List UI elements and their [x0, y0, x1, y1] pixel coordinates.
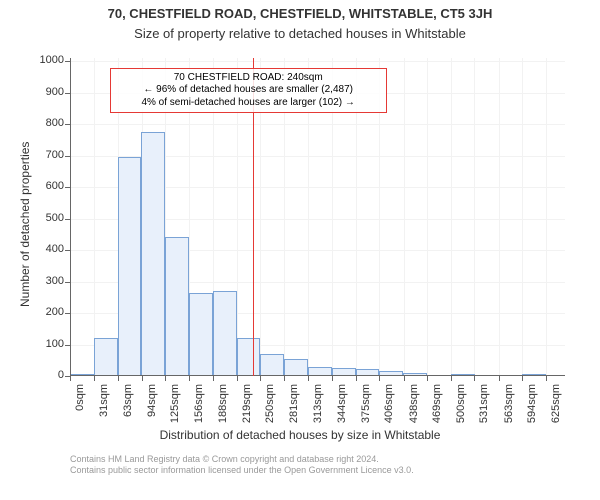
x-tick-mark — [284, 376, 285, 381]
footer-line-1: Contains HM Land Registry data © Crown c… — [70, 454, 414, 465]
y-tick-label: 200 — [30, 306, 64, 318]
histogram-bar — [213, 291, 237, 376]
page-title-address: 70, CHESTFIELD ROAD, CHESTFIELD, WHITSTA… — [0, 6, 600, 21]
x-tick-mark — [142, 376, 143, 381]
x-tick-mark — [499, 376, 500, 381]
x-tick-mark — [427, 376, 428, 381]
x-tick-mark — [70, 376, 71, 381]
gridline-vertical — [474, 58, 475, 376]
x-tick-label: 0sqm — [74, 384, 86, 424]
x-tick-mark — [379, 376, 380, 381]
x-tick-label: 500sqm — [455, 384, 467, 424]
y-tick-label: 500 — [30, 212, 64, 224]
histogram-plot-area: 70 CHESTFIELD ROAD: 240sqm← 96% of detac… — [70, 58, 565, 376]
gridline-vertical — [94, 58, 95, 376]
x-tick-mark — [474, 376, 475, 381]
y-tick-label: 800 — [30, 117, 64, 129]
x-tick-label: 63sqm — [122, 384, 134, 424]
gridline-vertical — [404, 58, 405, 376]
x-tick-label: 438sqm — [408, 384, 420, 424]
x-tick-mark — [213, 376, 214, 381]
x-tick-mark — [332, 376, 333, 381]
x-tick-mark — [546, 376, 547, 381]
histogram-bar — [141, 132, 165, 376]
x-axis-line — [70, 375, 565, 376]
gridline-vertical — [522, 58, 523, 376]
x-tick-mark — [118, 376, 119, 381]
y-tick-label: 900 — [30, 86, 64, 98]
x-tick-label: 156sqm — [193, 384, 205, 424]
x-tick-label: 344sqm — [336, 384, 348, 424]
x-tick-label: 625sqm — [550, 384, 562, 424]
callout-box: 70 CHESTFIELD ROAD: 240sqm← 96% of detac… — [110, 68, 387, 114]
x-tick-label: 469sqm — [431, 384, 443, 424]
histogram-bar — [165, 237, 189, 376]
histogram-bar — [94, 338, 118, 376]
x-tick-label: 125sqm — [169, 384, 181, 424]
x-tick-mark — [237, 376, 238, 381]
x-tick-label: 219sqm — [241, 384, 253, 424]
x-tick-mark — [404, 376, 405, 381]
y-tick-label: 600 — [30, 180, 64, 192]
gridline-horizontal — [70, 61, 565, 62]
y-tick-label: 100 — [30, 338, 64, 350]
x-tick-label: 406sqm — [383, 384, 395, 424]
x-tick-label: 594sqm — [526, 384, 538, 424]
histogram-bar — [260, 354, 284, 376]
gridline-horizontal — [70, 124, 565, 125]
y-tick-label: 700 — [30, 149, 64, 161]
y-tick-label: 400 — [30, 243, 64, 255]
x-tick-mark — [189, 376, 190, 381]
x-tick-mark — [451, 376, 452, 381]
histogram-bar — [118, 157, 142, 376]
gridline-vertical — [427, 58, 428, 376]
callout-line-1: 70 CHESTFIELD ROAD: 240sqm — [115, 72, 382, 85]
x-tick-label: 375sqm — [360, 384, 372, 424]
x-tick-mark — [260, 376, 261, 381]
x-tick-label: 313sqm — [312, 384, 324, 424]
y-tick-label: 300 — [30, 275, 64, 287]
x-tick-label: 281sqm — [288, 384, 300, 424]
x-tick-mark — [356, 376, 357, 381]
gridline-vertical — [546, 58, 547, 376]
x-tick-mark — [94, 376, 95, 381]
x-tick-label: 94sqm — [146, 384, 158, 424]
x-tick-label: 531sqm — [478, 384, 490, 424]
y-tick-label: 1000 — [30, 54, 64, 66]
x-axis-label: Distribution of detached houses by size … — [0, 428, 600, 442]
y-axis-line — [70, 58, 71, 376]
y-tick-label: 0 — [30, 369, 64, 381]
x-tick-mark — [165, 376, 166, 381]
x-tick-label: 31sqm — [98, 384, 110, 424]
x-tick-label: 250sqm — [264, 384, 276, 424]
footer-line-2: Contains public sector information licen… — [70, 465, 414, 476]
page-subtitle: Size of property relative to detached ho… — [0, 26, 600, 41]
x-tick-mark — [308, 376, 309, 381]
histogram-bar — [237, 338, 261, 376]
callout-line-3: 4% of semi-detached houses are larger (1… — [115, 97, 382, 110]
x-tick-mark — [522, 376, 523, 381]
gridline-vertical — [499, 58, 500, 376]
gridline-vertical — [451, 58, 452, 376]
footer-attribution: Contains HM Land Registry data © Crown c… — [70, 454, 414, 476]
histogram-bar — [189, 293, 213, 376]
x-tick-label: 563sqm — [503, 384, 515, 424]
callout-line-2: ← 96% of detached houses are smaller (2,… — [115, 84, 382, 97]
x-tick-label: 188sqm — [217, 384, 229, 424]
histogram-bar — [284, 359, 308, 376]
